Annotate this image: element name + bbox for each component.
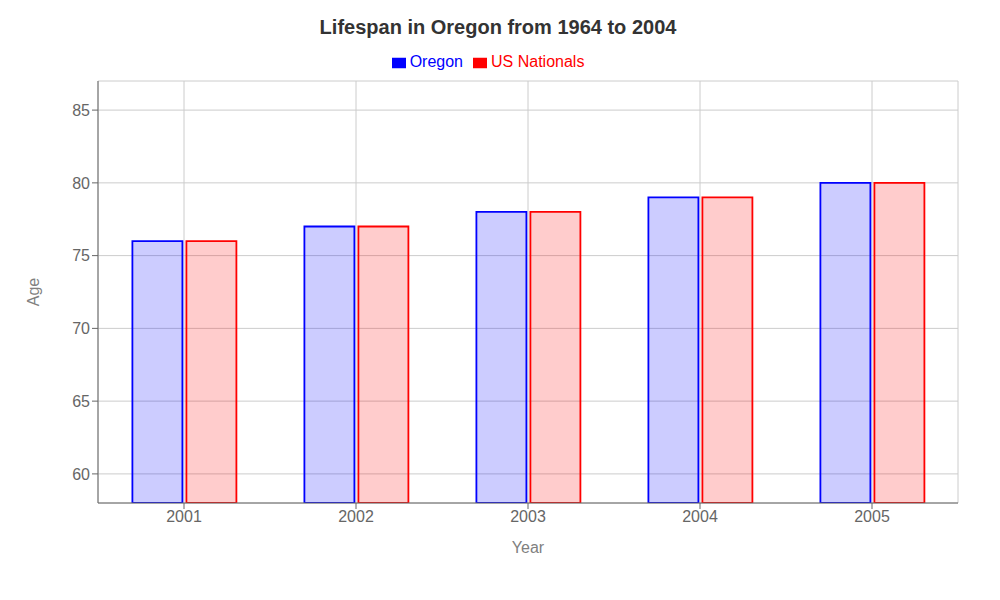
svg-text:85: 85 <box>72 102 90 119</box>
svg-text:80: 80 <box>72 175 90 192</box>
svg-text:2001: 2001 <box>166 508 202 525</box>
svg-text:2003: 2003 <box>510 508 546 525</box>
html-text:Oregon: Oregon <box>409 53 463 70</box>
html-text:US Nationals: US Nationals <box>491 53 585 70</box>
svg-text:70: 70 <box>72 320 90 337</box>
svg-text:2005: 2005 <box>854 508 890 525</box>
svg-text:65: 65 <box>72 393 90 410</box>
svg-text:Year: Year <box>512 539 545 556</box>
html-text:Lifespan in Oregon from 1964 t: Lifespan in Oregon from 1964 to 2004 <box>319 16 677 38</box>
svg-text:Age: Age <box>25 278 42 307</box>
svg-text:2004: 2004 <box>682 508 718 525</box>
svg-text:2002: 2002 <box>338 508 374 525</box>
svg-text:60: 60 <box>72 466 90 483</box>
svg-text:75: 75 <box>72 247 90 264</box>
